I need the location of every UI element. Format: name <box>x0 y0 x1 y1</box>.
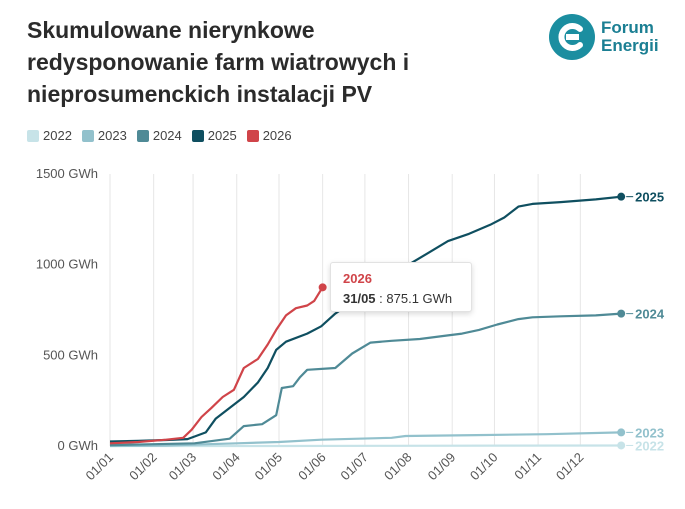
legend-swatch <box>27 129 39 142</box>
legend-item-2025[interactable]: 2025 <box>191 128 237 143</box>
logo-wordmark: Forum Energii <box>601 19 659 55</box>
series-end-marker-2023 <box>617 428 626 437</box>
series-end-label-2025: 2025 <box>635 190 664 205</box>
legend-label: 2024 <box>152 128 182 143</box>
legend-label: 2022 <box>43 128 72 143</box>
legend-swatch <box>81 129 94 142</box>
chart-tooltip: 2026 31/05 : 875.1 GWh <box>330 262 472 312</box>
legend-item-2022[interactable]: 2022 <box>27 128 72 143</box>
legend-swatch <box>136 129 149 142</box>
x-tick-label: 01/12 <box>553 450 587 484</box>
series-end-marker-2022 <box>617 441 626 450</box>
tooltip-separator: : <box>375 291 387 306</box>
series-end-marker-2025 <box>617 192 626 201</box>
logo-line1: Forum <box>601 18 654 37</box>
legend-swatch <box>246 129 259 142</box>
series-line-2025 <box>109 195 622 443</box>
x-tick-label: 01/04 <box>209 450 243 484</box>
x-tick-label: 01/11 <box>511 450 544 483</box>
series-end-label-2023: 2023 <box>635 425 664 440</box>
x-tick-label: 01/10 <box>467 450 501 484</box>
forum-energii-logo[interactable]: Forum Energii <box>549 14 669 60</box>
x-tick-label: 01/05 <box>251 450 285 484</box>
series-end-label-2022: 2022 <box>635 438 664 453</box>
logo-line2: Energii <box>601 36 659 55</box>
legend-swatch <box>191 129 204 142</box>
x-tick-label: 01/08 <box>381 450 415 484</box>
series-line-2024 <box>109 312 622 447</box>
x-tick-label: 01/03 <box>166 450 200 484</box>
series-end-marker-2026 <box>318 283 327 292</box>
y-tick-label: 500 GWh <box>43 347 98 362</box>
legend-label: 2025 <box>207 128 237 143</box>
x-tick-label: 01/01 <box>83 450 117 484</box>
y-tick-label: 1500 GWh <box>36 166 98 181</box>
chart-legend: 2022 2023 2024 2025 2026 <box>27 128 292 143</box>
series-line-2026 <box>109 286 324 445</box>
series-line-2022 <box>110 444 622 448</box>
legend-item-2026[interactable]: 2026 <box>246 128 292 143</box>
series-end-marker-2024 <box>617 309 626 318</box>
x-tick-label: 01/07 <box>337 450 371 484</box>
forum-energii-logo-icon <box>549 14 595 60</box>
y-tick-label: 1000 GWh <box>36 257 98 272</box>
tooltip-series: 2026 <box>343 271 372 286</box>
chart-title: Skumulowane nierynkowe redysponowanie fa… <box>27 17 410 107</box>
x-tick-label: 01/09 <box>425 450 459 484</box>
x-tick-label: 01/06 <box>295 450 329 484</box>
legend-label: 2023 <box>97 128 127 143</box>
legend-label: 2026 <box>262 128 292 143</box>
legend-item-2023[interactable]: 2023 <box>81 128 127 143</box>
tooltip-date: 31/05 <box>343 291 376 306</box>
series-end-label-2024: 2024 <box>635 307 665 322</box>
tooltip-value: 875.1 GWh <box>386 291 453 306</box>
legend-item-2024[interactable]: 2024 <box>136 128 182 143</box>
x-tick-label: 01/02 <box>126 450 160 484</box>
series-line-2023 <box>109 431 622 448</box>
tooltip-value-line: 31/05 : 875.1 GWh <box>343 291 452 306</box>
y-tick-label: 0 GWh <box>58 438 98 453</box>
